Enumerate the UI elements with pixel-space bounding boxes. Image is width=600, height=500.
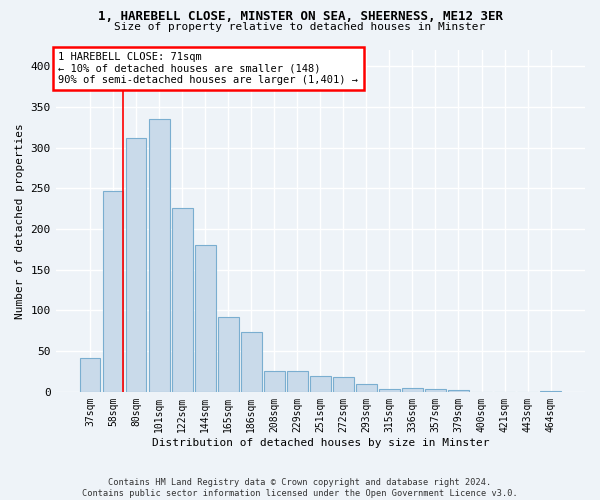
- Bar: [448, 390, 469, 392]
- Bar: [80, 358, 100, 392]
- Bar: [103, 191, 124, 392]
- Bar: [195, 246, 215, 392]
- Bar: [241, 332, 262, 392]
- Text: Contains HM Land Registry data © Crown copyright and database right 2024.
Contai: Contains HM Land Registry data © Crown c…: [82, 478, 518, 498]
- Bar: [379, 388, 400, 392]
- Bar: [310, 376, 331, 392]
- Bar: [264, 370, 284, 392]
- Bar: [172, 208, 193, 392]
- Text: 1, HAREBELL CLOSE, MINSTER ON SEA, SHEERNESS, ME12 3ER: 1, HAREBELL CLOSE, MINSTER ON SEA, SHEER…: [97, 10, 503, 23]
- X-axis label: Distribution of detached houses by size in Minster: Distribution of detached houses by size …: [152, 438, 489, 448]
- Bar: [149, 119, 170, 392]
- Bar: [356, 384, 377, 392]
- Y-axis label: Number of detached properties: Number of detached properties: [15, 123, 25, 319]
- Bar: [218, 317, 239, 392]
- Text: Size of property relative to detached houses in Minster: Size of property relative to detached ho…: [115, 22, 485, 32]
- Bar: [333, 377, 354, 392]
- Bar: [287, 370, 308, 392]
- Bar: [402, 388, 423, 392]
- Bar: [126, 138, 146, 392]
- Bar: [540, 391, 561, 392]
- Text: 1 HAREBELL CLOSE: 71sqm
← 10% of detached houses are smaller (148)
90% of semi-d: 1 HAREBELL CLOSE: 71sqm ← 10% of detache…: [58, 52, 358, 85]
- Bar: [425, 388, 446, 392]
